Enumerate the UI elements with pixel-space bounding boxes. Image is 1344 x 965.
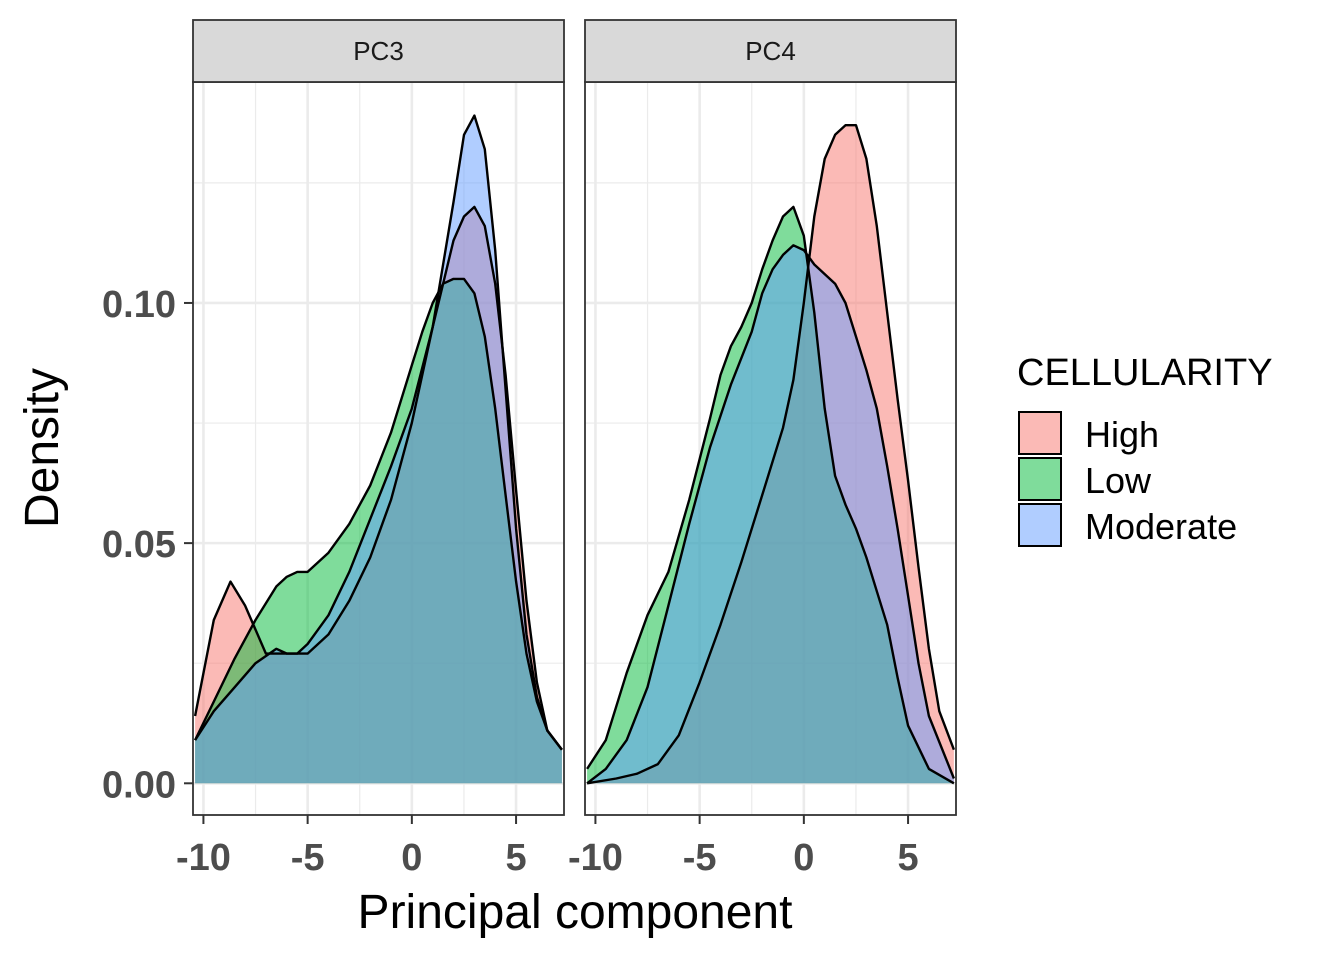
facet-panel-pc4: PC4 -10 -5 0 5 [568, 19, 957, 879]
density-curve-low [194, 277, 563, 751]
density-curve-high [586, 123, 956, 785]
legend-label-low: Low [1085, 460, 1152, 501]
x-axis-title: Principal component [358, 886, 793, 939]
density-curve-low [586, 205, 955, 785]
legend-label-moderate: Moderate [1085, 506, 1237, 547]
x-tick-label: -5 [683, 837, 717, 879]
y-tick-label: 0.00 [102, 764, 176, 806]
legend: High Low Moderate [1018, 411, 1237, 547]
facet-strip [192, 19, 565, 83]
legend-key-low [1018, 457, 1062, 501]
density-area-moderate [195, 115, 562, 784]
density-area-moderate [587, 245, 954, 784]
facet-strip-label: PC3 [353, 36, 404, 66]
legend-title: CELLULARITY [1017, 352, 1273, 394]
x-tick-label: -10 [176, 837, 231, 879]
legend-label-high: High [1085, 414, 1159, 455]
facet-panel-pc3: PC3 -10 -5 0 5 [176, 19, 565, 879]
legend-key-moderate [1018, 503, 1062, 547]
facet-strip [584, 19, 957, 83]
x-tick-label: -5 [291, 837, 325, 879]
density-curve-high [193, 205, 563, 751]
y-tick-label: 0.05 [102, 524, 176, 566]
y-axis-title: Density [16, 368, 69, 528]
x-tick-label: -10 [568, 837, 623, 879]
facet-strip-label: PC4 [745, 36, 796, 66]
x-tick-label: 0 [793, 837, 814, 879]
x-tick-label: 0 [401, 837, 422, 879]
legend-key-high [1018, 411, 1062, 455]
x-tick-label: 5 [897, 837, 918, 879]
x-tick-label: 5 [505, 837, 526, 879]
density-curve-moderate [586, 244, 956, 785]
y-axis: 0.00 0.05 0.10 [102, 284, 193, 806]
density-curve-moderate [194, 114, 563, 751]
y-tick-label: 0.10 [102, 284, 176, 326]
